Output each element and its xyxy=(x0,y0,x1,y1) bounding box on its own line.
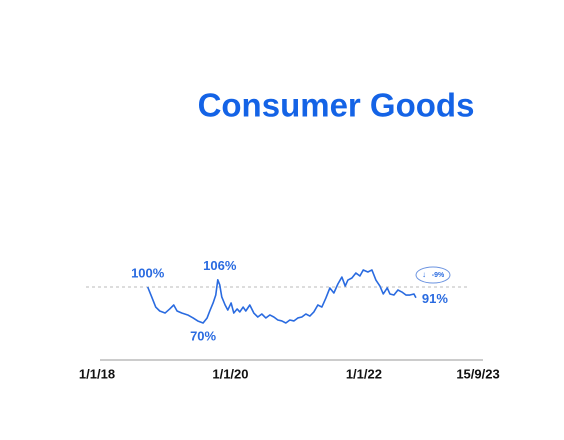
down-arrow: ↓ xyxy=(422,270,426,279)
annotation-label: 91% xyxy=(422,291,448,306)
x-tick-label: 1/1/20 xyxy=(212,366,248,381)
x-tick-label: 1/1/22 xyxy=(346,366,382,381)
change-badge: ↓ -9% xyxy=(415,266,451,284)
x-tick-label: 1/1/18 xyxy=(79,366,115,381)
chart-title: Consumer Goods xyxy=(198,87,475,124)
annotation-label: 106% xyxy=(203,258,237,273)
badge-outline xyxy=(415,266,451,284)
series-line xyxy=(146,269,417,324)
change-label: -9% xyxy=(432,272,445,279)
annotation-label: 100% xyxy=(131,265,165,280)
x-tick-label: 15/9/23 xyxy=(456,366,499,381)
annotation-label: 70% xyxy=(190,328,216,343)
